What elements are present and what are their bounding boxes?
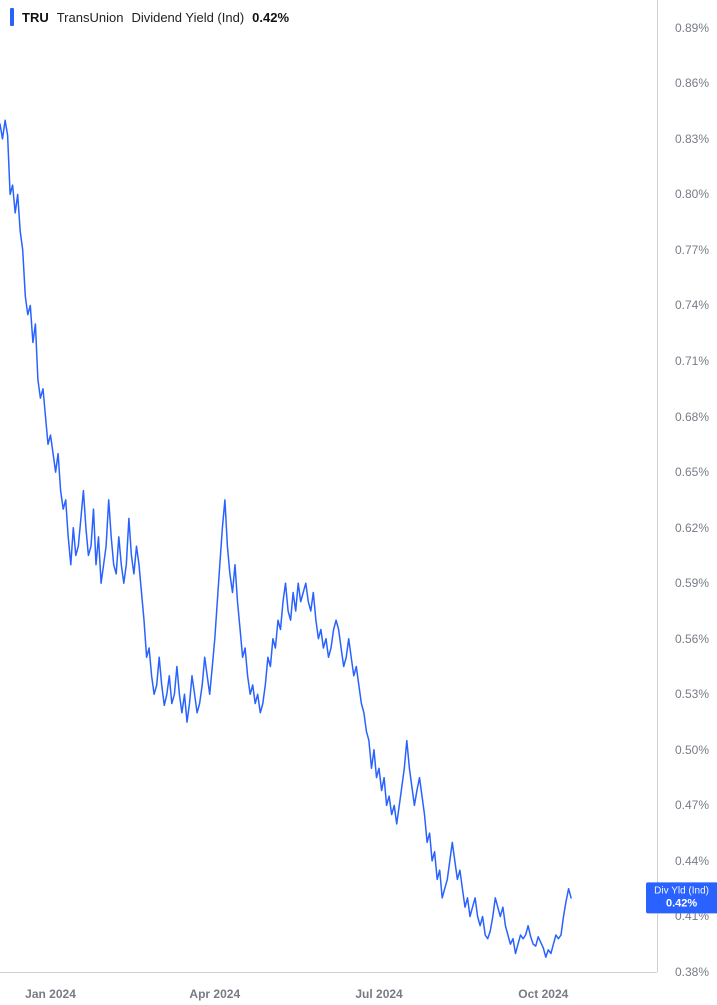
y-tick-label: 0.80% [675,187,709,201]
y-axis-line [657,0,658,972]
y-tick-label: 0.38% [675,965,709,979]
y-tick-label: 0.86% [675,76,709,90]
y-tick-label: 0.74% [675,298,709,312]
y-tick-label: 0.77% [675,243,709,257]
y-tick-label: 0.59% [675,576,709,590]
series-line [0,120,571,957]
chart-frame: TRU TransUnion Dividend Yield (Ind) 0.42… [0,0,717,1005]
price-line [0,0,657,972]
y-tick-label: 0.68% [675,410,709,424]
x-tick-label: Jan 2024 [25,987,76,1001]
y-tick-label: 0.53% [675,687,709,701]
legend-company-name: TransUnion [57,10,124,25]
x-axis-line [0,972,657,973]
legend-metric: Dividend Yield (Ind) [131,10,244,25]
flag-title: Div Yld (Ind) [654,885,709,897]
chart-legend[interactable]: TRU TransUnion Dividend Yield (Ind) 0.42… [6,6,293,28]
y-tick-label: 0.62% [675,521,709,535]
y-tick-label: 0.71% [675,354,709,368]
y-tick-label: 0.56% [675,632,709,646]
y-tick-label: 0.65% [675,465,709,479]
y-tick-label: 0.89% [675,21,709,35]
legend-accent-bar [10,8,14,26]
y-tick-label: 0.50% [675,743,709,757]
legend-value: 0.42% [252,10,289,25]
legend-ticker: TRU [22,10,49,25]
flag-value: 0.42% [654,897,709,910]
x-tick-label: Oct 2024 [518,987,568,1001]
x-tick-label: Apr 2024 [189,987,240,1001]
y-tick-label: 0.44% [675,854,709,868]
y-tick-label: 0.47% [675,798,709,812]
current-value-flag: Div Yld (Ind) 0.42% [646,882,717,913]
y-tick-label: 0.83% [675,132,709,146]
x-tick-label: Jul 2024 [355,987,402,1001]
